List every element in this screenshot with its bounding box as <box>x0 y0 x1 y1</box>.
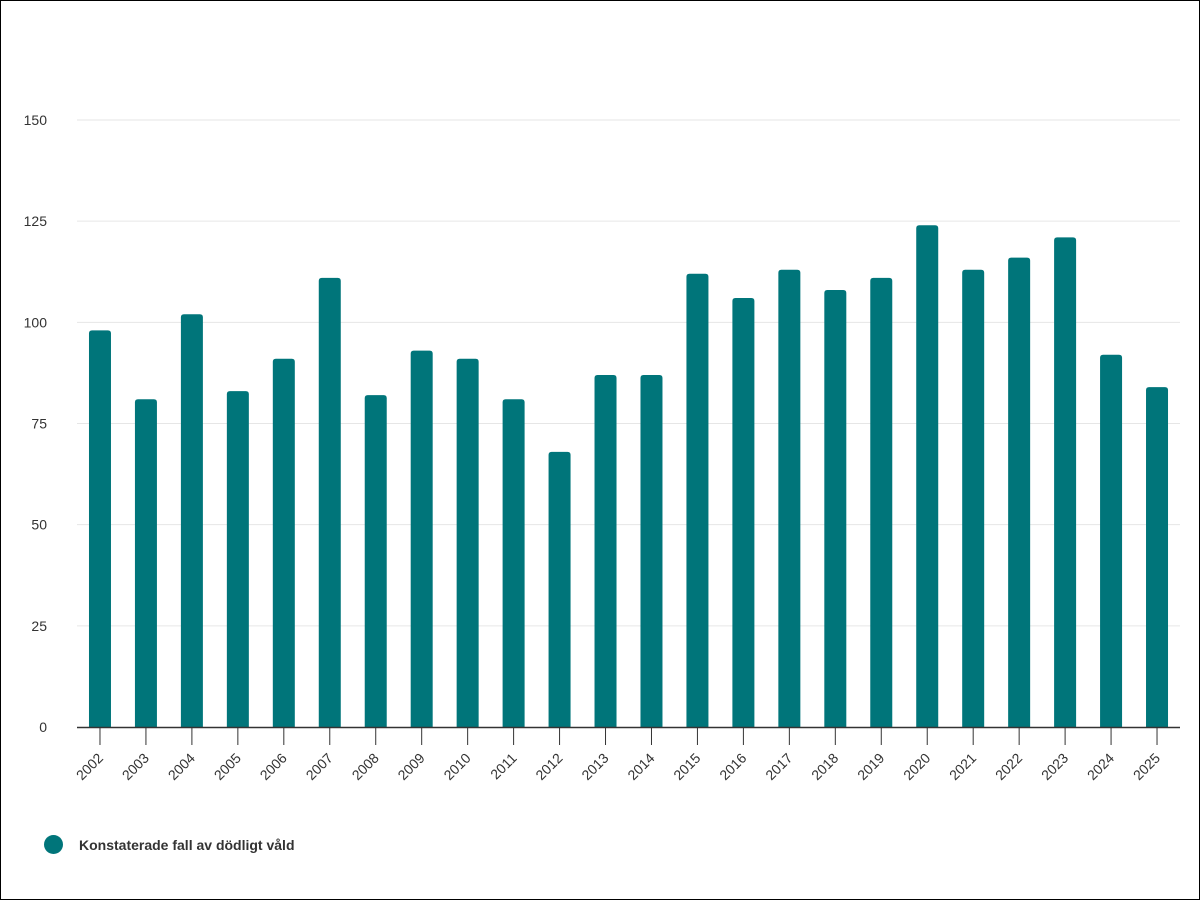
y-tick-label: 0 <box>39 719 47 735</box>
bar-2009[interactable] <box>410 350 433 727</box>
x-tick-label: 2004 <box>165 750 198 783</box>
bar-2018[interactable] <box>824 289 847 727</box>
bar-2008[interactable] <box>364 395 387 727</box>
bar-2011[interactable] <box>502 399 525 727</box>
legend-marker-icon <box>44 835 63 854</box>
x-tick-label: 2007 <box>303 750 336 783</box>
x-tick-label: 2014 <box>624 750 657 783</box>
bar-2006[interactable] <box>272 358 295 727</box>
x-tick-label: 2002 <box>73 750 106 783</box>
x-tick-label: 2003 <box>119 750 152 783</box>
bar-2022[interactable] <box>1008 257 1031 727</box>
bars <box>88 225 1169 728</box>
x-tick-label: 2017 <box>762 750 795 783</box>
x-tick-label: 2010 <box>440 750 473 783</box>
x-tick-label: 2020 <box>900 750 933 783</box>
x-tick-label: 2022 <box>992 750 1025 783</box>
bar-2013[interactable] <box>594 374 617 727</box>
x-tick-label: 2012 <box>532 750 565 783</box>
bar-2002[interactable] <box>88 330 111 727</box>
bar-2014[interactable] <box>640 374 663 727</box>
y-tick-label: 150 <box>24 112 48 128</box>
x-tick-label: 2006 <box>257 750 290 783</box>
y-tick-label: 100 <box>24 314 48 330</box>
x-tick-label: 2024 <box>1084 750 1117 783</box>
bar-2003[interactable] <box>134 399 157 727</box>
legend[interactable]: Konstaterade fall av dödligt våld <box>44 835 295 854</box>
y-axis-ticks: 0 25 50 75 100 125 150 <box>24 112 48 735</box>
bar-2010[interactable] <box>456 358 479 727</box>
x-tick-label: 2011 <box>487 750 520 783</box>
x-tick-label: 2021 <box>946 750 979 783</box>
x-tick-label: 2016 <box>716 750 749 783</box>
bar-2017[interactable] <box>778 269 801 727</box>
x-tick-label: 2025 <box>1130 750 1163 783</box>
bar-2005[interactable] <box>226 391 249 727</box>
bar-2016[interactable] <box>732 298 755 727</box>
legend-label: Konstaterade fall av dödligt våld <box>79 836 295 853</box>
x-tick-label: 2013 <box>578 750 611 783</box>
bar-2012[interactable] <box>548 451 571 727</box>
bar-2019[interactable] <box>870 277 893 727</box>
x-tick-label: 2015 <box>670 750 703 783</box>
x-axis: 2002 2003 2004 2005 2006 2007 2008 2009 2010 2011… <box>73 726 1180 783</box>
y-tick-label: 75 <box>31 416 47 432</box>
bar-2025[interactable] <box>1146 387 1169 727</box>
bar-2007[interactable] <box>318 277 341 727</box>
bar-2021[interactable] <box>962 269 985 727</box>
bar-2004[interactable] <box>180 314 203 727</box>
x-tick-label: 2023 <box>1038 750 1071 783</box>
x-tick-label: 2008 <box>349 750 382 783</box>
x-tick-label: 2018 <box>808 750 841 783</box>
x-tick-label: 2005 <box>211 750 244 783</box>
y-tick-label: 50 <box>31 517 47 533</box>
grid-lines <box>77 119 1180 627</box>
y-tick-label: 125 <box>24 213 48 229</box>
bar-2024[interactable] <box>1100 354 1123 727</box>
x-tick-label: 2019 <box>854 750 887 783</box>
y-tick-label: 25 <box>31 618 47 634</box>
bar-2015[interactable] <box>686 273 709 727</box>
x-tick-label: 2009 <box>394 750 427 783</box>
bar-2023[interactable] <box>1054 237 1077 727</box>
bar-2020[interactable] <box>916 225 939 728</box>
